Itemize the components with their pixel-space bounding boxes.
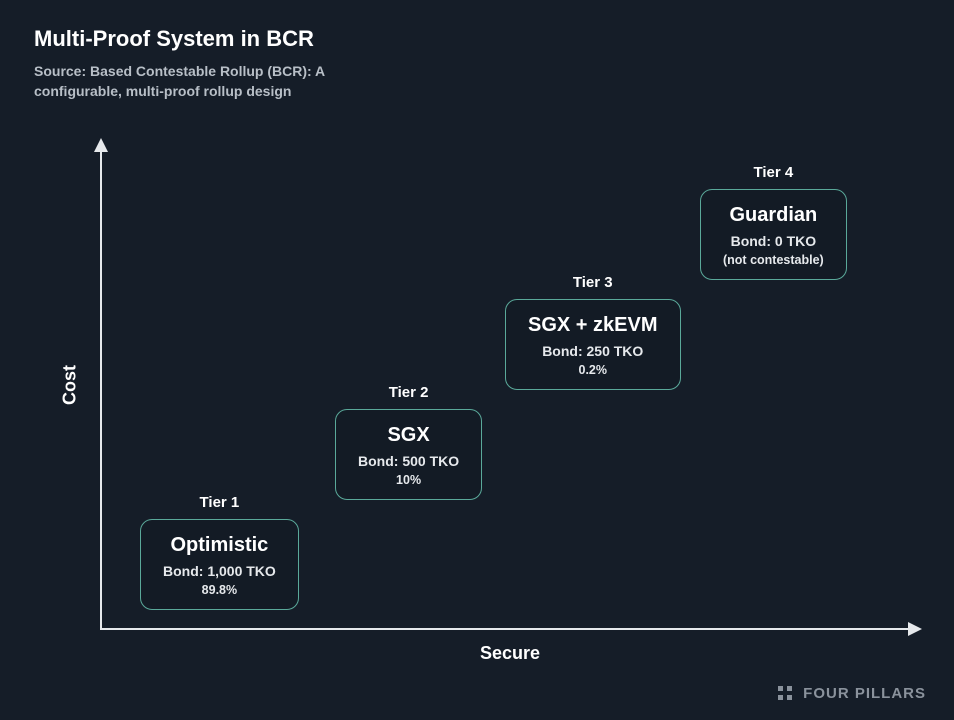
tier-2: Tier 2 SGX Bond: 500 TKO 10% xyxy=(335,384,482,500)
tier-label: Tier 2 xyxy=(335,384,482,401)
tier-box: SGX + zkEVM Bond: 250 TKO 0.2% xyxy=(505,299,681,390)
tier-box: Guardian Bond: 0 TKO (not contestable) xyxy=(700,189,847,280)
brand: FOUR PILLARS xyxy=(778,685,926,702)
tier-box: Optimistic Bond: 1,000 TKO 89.8% xyxy=(140,519,299,610)
tier-bond: Bond: 250 TKO xyxy=(528,343,658,359)
tier-bond: Bond: 1,000 TKO xyxy=(163,563,276,579)
x-axis xyxy=(100,628,920,630)
tier-label: Tier 1 xyxy=(140,494,299,511)
four-pillars-icon xyxy=(778,686,793,701)
x-axis-label: Secure xyxy=(480,643,540,664)
y-axis xyxy=(100,140,102,630)
tier-name: SGX xyxy=(358,424,459,447)
tier-bond: Bond: 0 TKO xyxy=(723,233,824,249)
arrow-right-icon xyxy=(908,622,922,636)
tier-name: Optimistic xyxy=(163,534,276,557)
chart-area: Cost Secure Tier 1 Optimistic Bond: 1,00… xyxy=(100,140,920,630)
tier-percent: 0.2% xyxy=(528,363,658,377)
header: Multi-Proof System in BCR Source: Based … xyxy=(34,26,374,101)
tier-name: Guardian xyxy=(723,204,824,227)
tier-1: Tier 1 Optimistic Bond: 1,000 TKO 89.8% xyxy=(140,494,299,610)
page-title: Multi-Proof System in BCR xyxy=(34,26,374,52)
tier-percent: 89.8% xyxy=(163,583,276,597)
tier-name: SGX + zkEVM xyxy=(528,314,658,337)
tier-box: SGX Bond: 500 TKO 10% xyxy=(335,409,482,500)
tier-label: Tier 3 xyxy=(505,274,681,291)
source-text: Source: Based Contestable Rollup (BCR): … xyxy=(34,62,374,101)
tier-label: Tier 4 xyxy=(700,164,847,181)
arrow-up-icon xyxy=(94,138,108,152)
tier-3: Tier 3 SGX + zkEVM Bond: 250 TKO 0.2% xyxy=(505,274,681,390)
y-axis-label: Cost xyxy=(60,365,81,405)
tier-4: Tier 4 Guardian Bond: 0 TKO (not contest… xyxy=(700,164,847,280)
brand-name: FOUR PILLARS xyxy=(803,685,926,702)
tier-bond: Bond: 500 TKO xyxy=(358,453,459,469)
tier-percent: (not contestable) xyxy=(723,253,824,267)
tier-percent: 10% xyxy=(358,473,459,487)
